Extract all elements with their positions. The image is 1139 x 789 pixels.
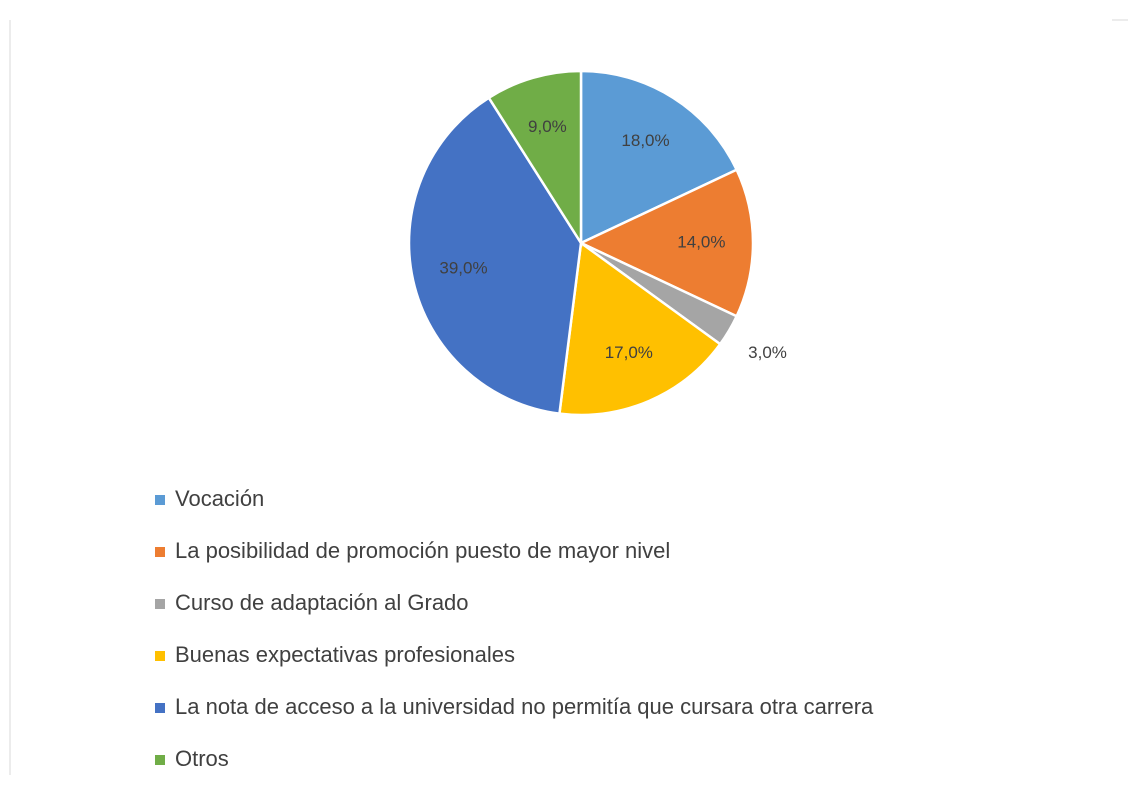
data-label: 9,0% [528,117,567,136]
data-label: 3,0% [748,343,787,362]
legend-label: Vocación [175,486,264,511]
data-label: 18,0% [621,131,669,150]
legend-swatch [155,599,165,609]
legend-swatch [155,755,165,765]
legend-label: Curso de adaptación al Grado [175,590,469,615]
data-label: 17,0% [605,343,653,362]
legend-swatch [155,547,165,557]
legend-swatch [155,703,165,713]
pie-slice [579,69,739,245]
data-label: 14,0% [677,232,725,251]
pie-slice [487,69,583,248]
pie-slice [578,168,755,318]
legend-swatch [155,651,165,661]
legend-swatch [155,495,165,505]
legend-label: Buenas expectativas profesionales [175,642,515,667]
legend-label: La posibilidad de promoción puesto de ma… [175,538,670,563]
legend-label: La nota de acceso a la universidad no pe… [175,694,874,719]
pie-slice [558,240,722,417]
legend-label: Otros [175,746,229,771]
data-label: 39,0% [439,259,487,278]
